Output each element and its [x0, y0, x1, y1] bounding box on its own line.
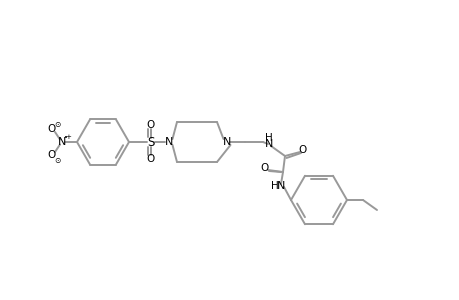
Text: H: H — [264, 133, 272, 143]
Text: S: S — [147, 136, 154, 148]
Text: N: N — [264, 139, 273, 149]
Text: O: O — [260, 163, 269, 173]
Text: H: H — [270, 181, 278, 191]
Text: ⊙: ⊙ — [54, 155, 60, 164]
Text: O: O — [48, 150, 56, 160]
Text: O: O — [298, 145, 307, 155]
Text: N: N — [222, 137, 231, 147]
Text: O: O — [48, 124, 56, 134]
Text: N: N — [58, 137, 66, 147]
Text: N: N — [276, 181, 285, 191]
Text: O: O — [146, 120, 155, 130]
Text: +: + — [65, 134, 71, 140]
Text: O: O — [146, 154, 155, 164]
Text: ⊙: ⊙ — [54, 119, 60, 128]
Text: N: N — [164, 137, 173, 147]
Text: •: • — [64, 135, 68, 141]
